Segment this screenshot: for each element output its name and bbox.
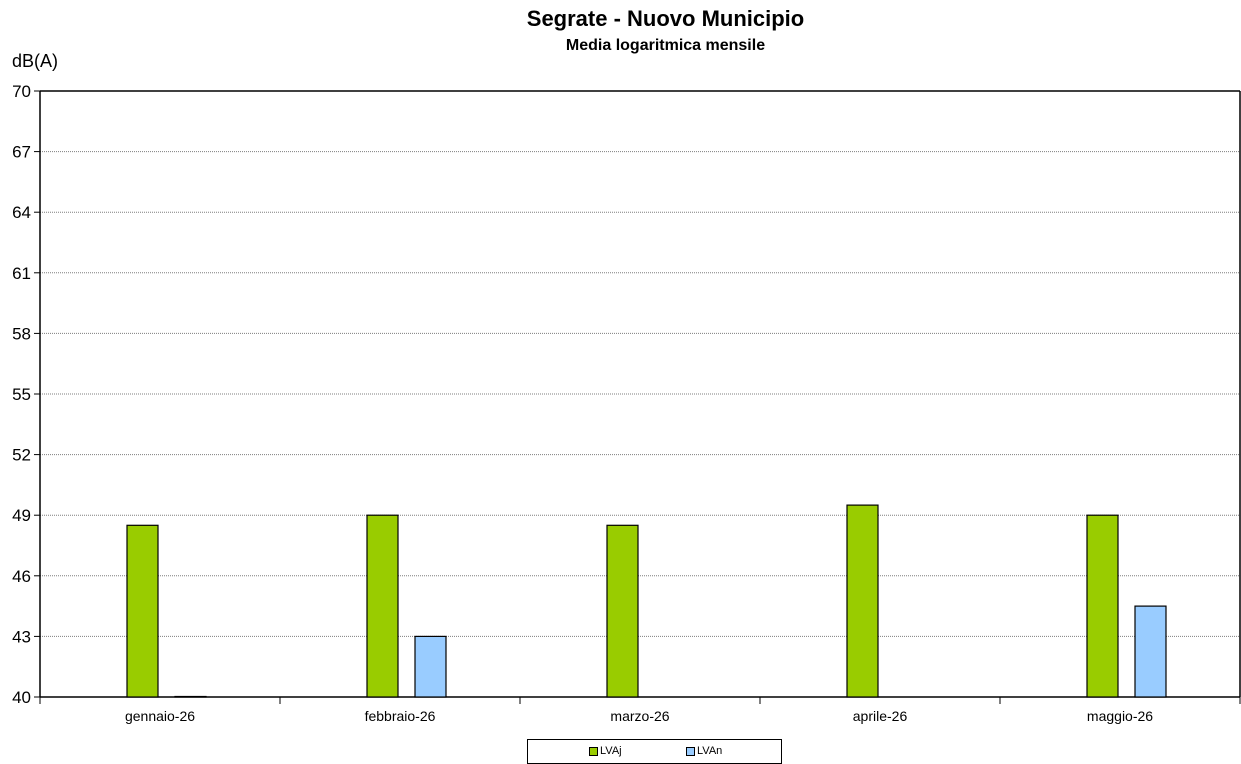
y-tick-label: 46	[12, 567, 31, 586]
legend-item-lvaj: LVAj	[589, 745, 622, 757]
y-tick-label: 43	[12, 627, 31, 646]
y-tick-label: 61	[12, 264, 31, 283]
legend-label-lvan: LVAn	[697, 745, 723, 757]
bar-lvan	[174, 695, 207, 698]
legend-label-lvaj: LVAj	[600, 745, 622, 757]
legend-item-lvan: LVAn	[686, 745, 722, 757]
y-tick-label: 40	[12, 688, 31, 707]
y-axis-label: dB(A)	[12, 51, 59, 71]
x-tick-label: marzo-26	[610, 708, 669, 724]
legend-swatch-lvaj	[589, 746, 598, 756]
bar-lvan	[414, 635, 447, 698]
chart-title: Segrate - Nuovo Municipio	[526, 6, 805, 31]
y-tick-label: 70	[12, 82, 31, 101]
bar-lvaj	[606, 524, 639, 698]
y-tick-label: 67	[12, 143, 31, 162]
x-tick-label: aprile-26	[853, 708, 908, 724]
y-tick-label: 64	[12, 203, 31, 222]
bar-lvan	[1134, 605, 1167, 698]
legend-swatch-lvan	[686, 746, 695, 756]
y-tick-label: 52	[12, 446, 31, 465]
x-tick-label: gennaio-26	[125, 708, 195, 724]
y-tick-label: 49	[12, 506, 31, 525]
bar-lvaj	[126, 524, 159, 698]
x-tick-label: maggio-26	[1087, 708, 1153, 724]
bar-lvaj	[366, 514, 399, 698]
bar-lvaj	[1086, 514, 1119, 698]
chart-subtitle: Media logaritmica mensile	[565, 37, 766, 54]
y-tick-label: 58	[12, 324, 31, 343]
y-tick-label: 55	[12, 385, 31, 404]
bar-lvaj	[846, 504, 879, 698]
x-tick-label: febbraio-26	[365, 708, 436, 724]
legend: LVAj LVAn	[527, 739, 782, 764]
